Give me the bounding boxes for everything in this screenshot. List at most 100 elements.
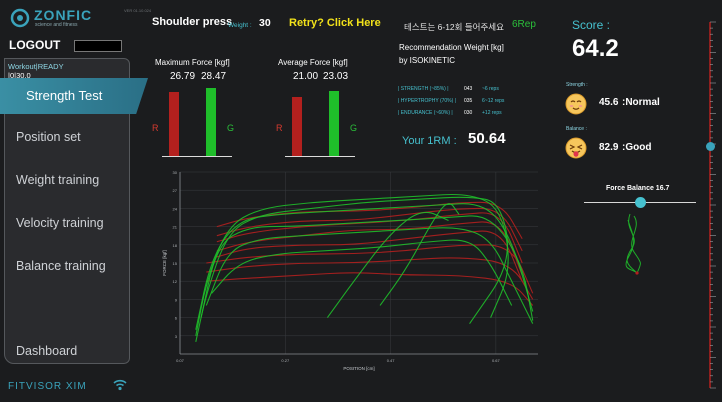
force-curve-green [211,239,513,306]
recommendation-row: | STRENGTH (~85%) | 043 ~6 reps [398,86,518,96]
recommendation-row-label: | STRENGTH (~85%) | [398,86,449,92]
recommendation-row-value: 030 [464,110,473,116]
y-tick-label: 15 [173,261,178,266]
x-tick-label: 0.27 [281,358,290,363]
nav-position-set[interactable]: Position set [16,130,81,144]
nav-strength-test-label: Strength Test [26,88,103,103]
recommendation-row-reps: +12 reps [482,110,502,116]
avg-force-left-value: 21.00 [293,71,319,82]
recommendation-row-reps: ~6 reps [482,86,499,92]
y-tick-label: 9 [175,297,178,302]
avg-force-title: Average Force [kgf] [278,58,348,67]
score-label: Score : [572,18,611,32]
x-tick-label: 0.47 [387,358,396,363]
irm-value: 50.64 [468,130,506,147]
force-curve-red [216,212,523,264]
force-curve-green [205,227,534,324]
force-balance-label: Force Balance 16.7 [606,185,670,192]
x-axis-label: POSITION [cm] [343,366,374,371]
max-force-left-label: R [152,123,159,133]
recommendation-title: Recommendation Weight [kg] [399,43,504,52]
x-tick-label: 0.07 [176,358,185,363]
y-tick-label: 18 [173,243,178,248]
max-force-left-bar [169,92,179,156]
strength-value: 45.6 [599,97,619,108]
weight-value: 30 [259,17,271,29]
nav-velocity-training[interactable]: Velocity training [16,216,104,230]
nav-strength-test[interactable]: Strength Test [0,78,148,114]
y-axis-label: FORCE [kgf] [162,250,167,276]
y-tick-label: 3 [175,334,178,339]
weight-label: Weight : [228,22,252,29]
force-curve-red [206,272,534,306]
avg-force-baseline [285,156,355,157]
test-notice: 테스트는 6-12회 들어주세요 [404,22,504,32]
max-force-bar-area [165,88,231,156]
force-position-chart: 30 27 24 21 18 15 12 9 6 3 0.07 0.27 0.47 0.67 POSITIO… [162,170,538,371]
version-text: VER 01.10.024 [124,8,152,13]
retry-button[interactable]: Retry? Click Here [289,17,381,29]
exercise-name: Shoulder press [152,16,233,28]
logo-mark-icon [10,8,30,28]
recommendation-row-label: | HYPERTROPHY (70%) | [398,98,456,104]
strength-grade: :Normal [622,97,660,108]
avg-force-left-label: R [276,123,283,133]
y-tick-label: 24 [173,206,178,211]
recommendation-row-value: 043 [464,86,473,92]
max-force-right-bar [206,88,216,156]
logout-button[interactable]: LOGOUT [9,38,61,52]
wifi-icon [113,379,127,391]
y-tick-label: 6 [175,316,178,321]
notice-rep: 6Rep [512,19,536,30]
footer-logo: FITVISOR XIM [8,381,87,392]
balance-value: 82.9 [599,142,619,153]
force-curve-red [206,244,534,294]
balance-label: Balance : [566,126,587,132]
force-curve-green [195,193,509,336]
workout-timer: |0|30.0 [8,71,31,80]
force-curve-green [200,215,534,321]
user-name-field[interactable] [74,40,122,52]
neutral-face-icon [565,93,587,115]
y-tick-label: 30 [173,170,178,175]
recommendation-row: | HYPERTROPHY (70%) | 035 6~12 reps [398,98,518,108]
logo-tagline: science and fitness [35,22,78,28]
workout-status: Workout|READY |0|30.0 [8,62,64,80]
recommendation-row: | ENDURANCE (~60%) | 030 +12 reps [398,110,518,120]
strength-label: Strength : [566,82,588,88]
logo-text: ZONFIC [34,7,93,23]
recommendation-row-reps: 6~12 reps [482,98,505,104]
recommendation-row-label: | ENDURANCE (~60%) | [398,110,453,116]
force-curve-green [379,203,460,306]
recommendation-row-value: 035 [464,98,473,104]
y-tick-label: 27 [173,188,178,193]
y-tick-label: 21 [173,225,178,230]
max-force-title: Maximum Force [kgf] [155,58,230,67]
nav-dashboard[interactable]: Dashboard [16,344,78,358]
force-balance-knob[interactable] [634,197,646,208]
balance-grade: :Good [622,142,652,153]
max-force-right-value: 28.47 [201,71,227,82]
x-tick-label: 0.67 [492,358,501,363]
tongue-face-icon [565,137,587,159]
force-curve-green [195,203,534,330]
force-curve-green [195,196,509,342]
avg-force-right-value: 23.03 [323,71,349,82]
y-tick-label: 12 [173,279,178,284]
max-force-right-label: G [227,123,235,133]
nav-balance-training[interactable]: Balance training [16,259,106,273]
scale-knob[interactable] [706,142,715,152]
nav-weight-training[interactable]: Weight training [16,173,100,187]
force-curve-red [216,230,523,282]
irm-label: Your 1RM : [402,135,457,147]
avg-force-left-bar [292,96,302,156]
max-force-left-value: 26.79 [170,71,196,82]
avg-force-right-label: G [350,123,358,133]
max-force-baseline [162,156,232,157]
force-curve-red [216,201,523,240]
avg-force-right-bar [329,91,339,156]
vertical-scale [709,21,716,389]
score-value: 64.2 [572,35,619,62]
force-curve-red [206,257,534,300]
force-curve-red [216,221,523,276]
